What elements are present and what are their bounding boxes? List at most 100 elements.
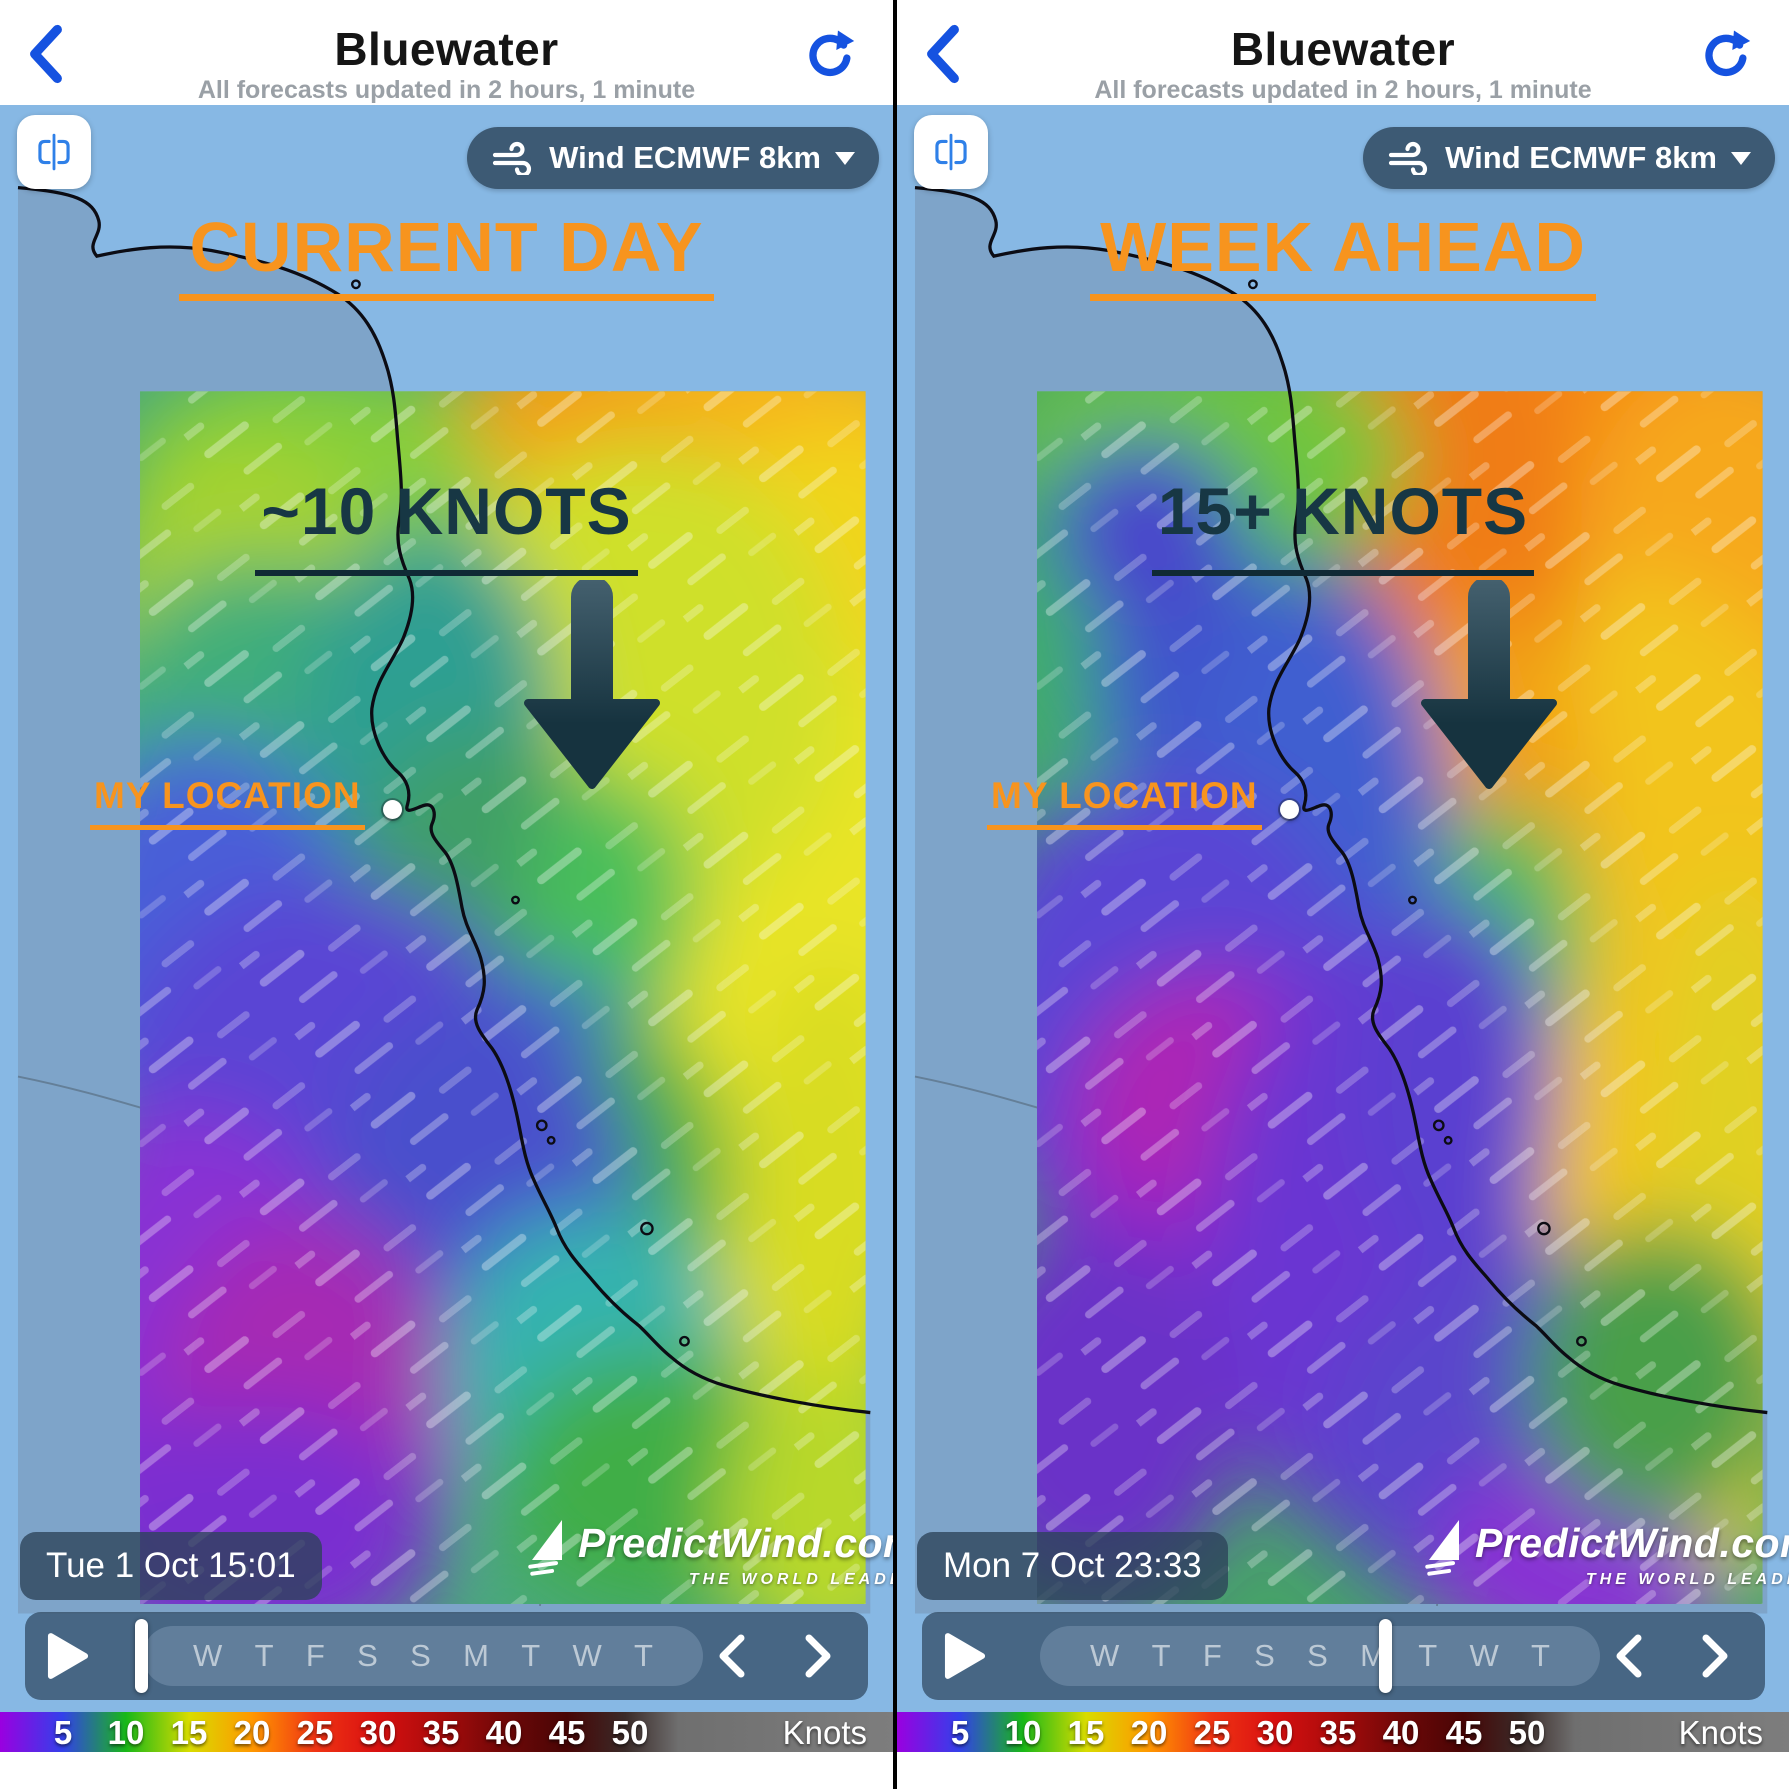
legend-tick: 50 <box>1508 1714 1546 1751</box>
legend-tick: 15 <box>1067 1714 1105 1751</box>
day-tick: W <box>1469 1638 1499 1673</box>
timeline-scrubber-handle[interactable] <box>135 1619 148 1693</box>
timeline-bar: W T F S S M T W T <box>922 1612 1765 1700</box>
my-location-label: MY LOCATION <box>987 775 1262 830</box>
split-view-button[interactable] <box>914 115 988 189</box>
step-forward-button[interactable] <box>803 1634 833 1678</box>
legend-tick: 5 <box>53 1714 73 1751</box>
location-marker <box>383 800 402 819</box>
forecast-updated-status: All forecasts updated in 2 hours, 1 minu… <box>1094 76 1592 104</box>
wind-streaks <box>1037 391 1763 1605</box>
wind-map[interactable] <box>897 105 1789 1712</box>
islands <box>350 279 690 1347</box>
layer-selector-label: Wind ECMWF 8km <box>1445 140 1717 175</box>
legend-tick: 25 <box>1193 1714 1231 1751</box>
legend-unit: Knots <box>1678 1714 1763 1751</box>
day-tick: W <box>572 1638 602 1673</box>
legend-tick: 40 <box>485 1714 523 1751</box>
legend-tick: 20 <box>1130 1714 1168 1751</box>
day-tick: T <box>254 1638 274 1673</box>
coastline <box>914 185 1768 1415</box>
annotation-headline: WEEK AHEAD <box>897 212 1789 301</box>
refresh-icon[interactable] <box>1699 28 1751 80</box>
predictwind-logo: PredictWind.com THE WORLD LEADER <box>528 1520 897 1589</box>
step-back-button[interactable] <box>1614 1634 1644 1678</box>
legend-tick: 35 <box>1319 1714 1357 1751</box>
day-tick: F <box>305 1638 325 1673</box>
legend-tick: 35 <box>422 1714 460 1751</box>
forecast-timestamp: Tue 1 Oct 15:01 <box>20 1532 322 1600</box>
annotation-wind-speed: ~10 KNOTS <box>0 478 893 576</box>
day-tick: S <box>1307 1638 1328 1673</box>
sail-logo-icon <box>1425 1520 1459 1576</box>
back-icon[interactable] <box>26 24 66 84</box>
day-tick: T <box>1151 1638 1171 1673</box>
coastline <box>17 185 871 1415</box>
step-back-button[interactable] <box>717 1634 747 1678</box>
annotation-wind-speed: 15+ KNOTS <box>897 478 1789 576</box>
play-button[interactable] <box>47 1632 89 1680</box>
footer-strip <box>0 1752 893 1789</box>
layer-selector-dropdown[interactable]: Wind ECMWF 8km <box>467 127 879 189</box>
app-header: Bluewater All forecasts updated in 2 hou… <box>897 0 1789 105</box>
timeline-scrubber-handle[interactable] <box>1379 1619 1392 1693</box>
timeline-bar: W T F S S M T W T <box>25 1612 868 1700</box>
forecast-updated-status: All forecasts updated in 2 hours, 1 minu… <box>197 76 696 104</box>
wind-speed-legend: 5 10 15 20 25 30 35 40 45 50 Knots <box>0 1712 893 1752</box>
legend-tick: 5 <box>950 1714 970 1751</box>
timeline-track[interactable]: W T F S S M T W T <box>143 1626 703 1686</box>
forecast-overlay <box>1037 391 1763 1605</box>
day-tick: T <box>1418 1638 1438 1673</box>
annotation-headline: CURRENT DAY <box>0 212 893 301</box>
chevron-down-icon <box>1731 151 1751 165</box>
day-tick: W <box>1090 1638 1120 1673</box>
day-tick: F <box>1202 1638 1222 1673</box>
legend-tick: 20 <box>233 1714 271 1751</box>
down-arrow-icon <box>524 580 660 789</box>
forecast-overlay <box>140 391 866 1605</box>
islands <box>1247 279 1587 1347</box>
day-tick: S <box>410 1638 431 1673</box>
legend-tick: 25 <box>296 1714 334 1751</box>
refresh-icon[interactable] <box>803 28 855 80</box>
legend-tick: 10 <box>107 1714 145 1751</box>
legend-tick: 15 <box>170 1714 208 1751</box>
legend-tick: 10 <box>1004 1714 1042 1751</box>
chevron-down-icon <box>835 151 855 165</box>
panel-week-ahead: Bluewater All forecasts updated in 2 hou… <box>897 0 1789 1789</box>
down-arrow-icon <box>1421 580 1557 789</box>
split-view-button[interactable] <box>17 115 91 189</box>
legend-tick: 40 <box>1382 1714 1420 1751</box>
page-title: Bluewater <box>334 23 559 75</box>
back-icon[interactable] <box>923 24 963 84</box>
app-header: Bluewater All forecasts updated in 2 hou… <box>0 0 893 105</box>
legend-tick: 30 <box>1256 1714 1294 1751</box>
my-location-label: MY LOCATION <box>90 775 365 830</box>
legend-tick: 30 <box>359 1714 397 1751</box>
legend-tick: 50 <box>611 1714 649 1751</box>
day-tick: S <box>1254 1638 1275 1673</box>
day-tick: S <box>357 1638 378 1673</box>
legend-tick: 45 <box>1445 1714 1483 1751</box>
split-view-icon <box>38 133 70 171</box>
wind-map[interactable] <box>0 105 893 1712</box>
forecast-timestamp: Mon 7 Oct 23:33 <box>917 1532 1228 1600</box>
step-forward-button[interactable] <box>1700 1634 1730 1678</box>
layer-selector-dropdown[interactable]: Wind ECMWF 8km <box>1363 127 1775 189</box>
layer-selector-label: Wind ECMWF 8km <box>549 140 821 175</box>
timeline-track[interactable]: W T F S S M T W T <box>1040 1626 1600 1686</box>
legend-tick: 45 <box>548 1714 586 1751</box>
predictwind-logo: PredictWind.com THE WORLD LEADER <box>1425 1520 1789 1589</box>
day-tick: W <box>193 1638 223 1673</box>
logo-brand-text: PredictWind.com <box>578 1520 897 1566</box>
play-button[interactable] <box>944 1632 986 1680</box>
split-view-icon <box>935 133 967 171</box>
day-tick: T <box>1531 1638 1550 1673</box>
sail-logo-icon <box>528 1520 562 1576</box>
legend-unit: Knots <box>782 1714 867 1751</box>
wind-icon <box>1389 141 1428 175</box>
footer-strip <box>897 1752 1789 1789</box>
logo-tagline: THE WORLD LEADER <box>688 1571 897 1588</box>
wind-icon <box>493 141 532 175</box>
